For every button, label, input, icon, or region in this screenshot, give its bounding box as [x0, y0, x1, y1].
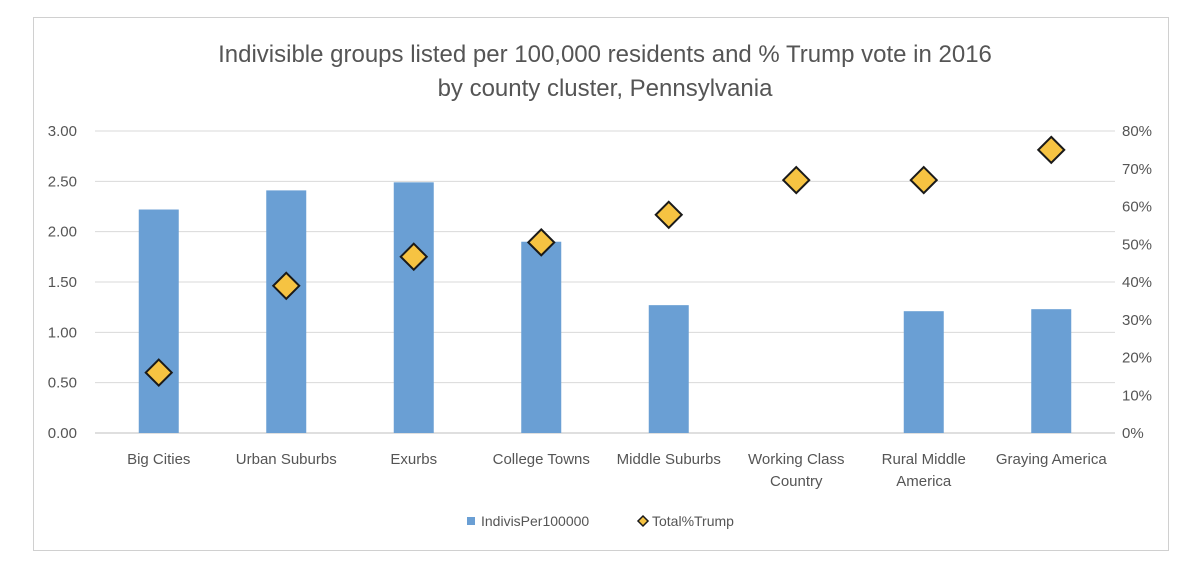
legend-label: IndivisPer100000	[481, 513, 589, 529]
left-tick-label: 0.00	[48, 425, 77, 442]
chart-title-line: by county cluster, Pennsylvania	[438, 75, 774, 102]
diamond-marker	[144, 358, 174, 388]
legend-swatch-bar	[467, 517, 475, 525]
category-label: America	[896, 473, 952, 490]
legend-swatch-diamond	[636, 514, 650, 528]
chart-frame	[33, 17, 1169, 551]
category-label: Big Cities	[127, 451, 190, 468]
category-label: College Towns	[493, 451, 590, 468]
diamond-marker	[909, 165, 939, 195]
diamond-marker	[399, 242, 429, 272]
bar	[903, 311, 944, 433]
left-tick-label: 2.50	[48, 173, 77, 190]
right-tick-label: 60%	[1122, 199, 1152, 216]
legend-label: Total%Trump	[652, 513, 734, 529]
bar	[266, 190, 307, 433]
gridlines	[95, 130, 1115, 434]
right-tick-label: 80%	[1122, 123, 1152, 140]
right-tick-label: 20%	[1122, 350, 1152, 367]
legend: IndivisPer100000 Total%Trump	[467, 513, 734, 529]
bar	[1031, 309, 1072, 433]
diamond-marker	[1036, 135, 1066, 165]
category-label: Middle Suburbs	[617, 451, 721, 468]
category-label: Exurbs	[390, 451, 437, 468]
left-tick-label: 1.00	[48, 324, 77, 341]
right-tick-label: 10%	[1122, 387, 1152, 404]
right-tick-label: 50%	[1122, 236, 1152, 253]
marker-series	[144, 135, 1066, 388]
category-axis: Big Cities Urban Suburbs Exurbs College Tow…	[127, 451, 1107, 490]
left-axis: 0.00 0.50 1.00 1.50 2.00 2.50 3.00	[48, 123, 77, 442]
bar-series	[138, 182, 1072, 433]
left-tick-label: 0.50	[48, 375, 77, 392]
left-tick-label: 1.50	[48, 274, 77, 291]
chart-title: Indivisible groups listed per 100,000 re…	[218, 41, 992, 102]
category-label: Urban Suburbs	[236, 451, 337, 468]
diamond-marker	[271, 271, 301, 301]
bar	[648, 305, 689, 433]
right-tick-label: 70%	[1122, 161, 1152, 178]
left-tick-label: 3.00	[48, 123, 77, 140]
category-label: Rural Middle	[882, 451, 966, 468]
diamond-marker	[526, 227, 556, 257]
category-label: Country	[770, 473, 823, 490]
chart-title-line: Indivisible groups listed per 100,000 re…	[218, 41, 992, 68]
right-axis: 0% 10% 20% 30% 40% 50% 60% 70% 80%	[1122, 123, 1152, 442]
right-tick-label: 30%	[1122, 312, 1152, 329]
right-tick-label: 40%	[1122, 274, 1152, 291]
bar	[521, 241, 562, 433]
right-tick-label: 0%	[1122, 425, 1144, 442]
diamond-marker	[781, 165, 811, 195]
category-label: Graying America	[996, 451, 1108, 468]
bar	[393, 182, 434, 433]
diamond-marker	[654, 200, 684, 230]
bar	[138, 209, 179, 433]
left-tick-label: 2.00	[48, 224, 77, 241]
category-label: Working Class	[748, 451, 844, 468]
